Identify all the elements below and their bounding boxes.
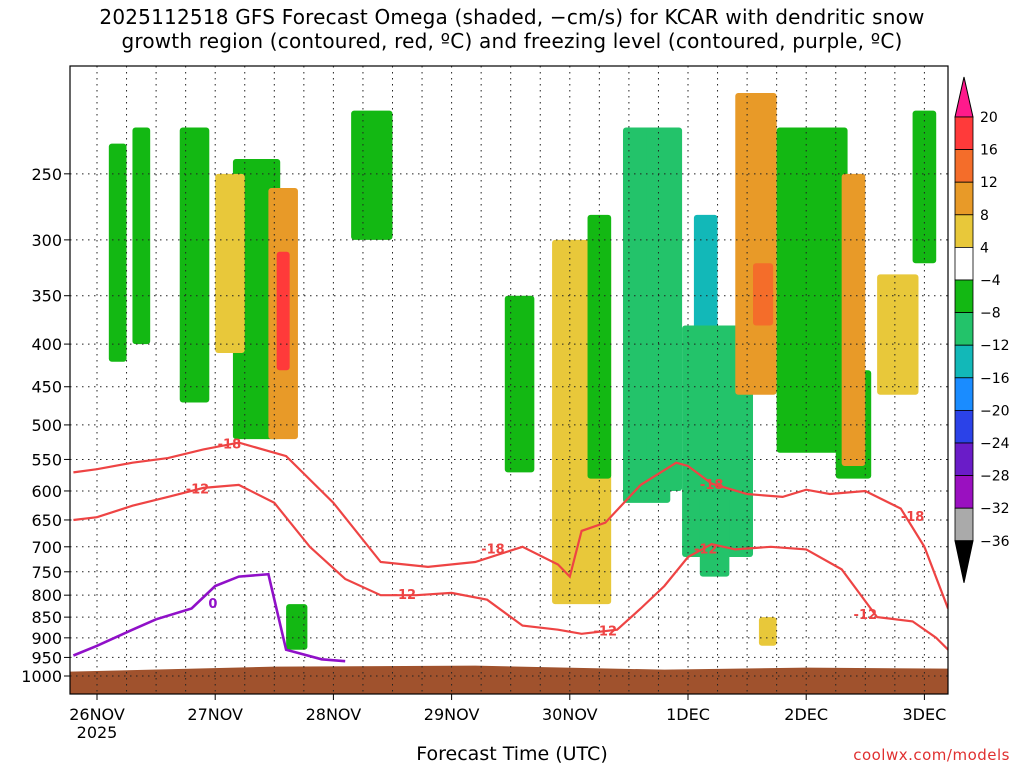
dgz-label-12c: -12	[594, 625, 618, 640]
omega-region-13	[646, 127, 683, 491]
omega-region-17	[753, 263, 774, 326]
omega-region-20	[841, 173, 866, 466]
colorbar-label-5: −4	[980, 273, 1001, 289]
omega-region-7	[286, 604, 308, 650]
x-tick-label-6: 2DEC	[784, 705, 828, 724]
dgz-label-18b: -18	[481, 542, 505, 557]
colorbar-bottom-arrow	[954, 540, 974, 583]
colorbar-swatch-12	[954, 507, 974, 542]
x-tick-label-1: 27NOV	[187, 705, 243, 724]
y-tick-label-10: 750	[31, 563, 62, 582]
omega-region-24	[758, 617, 777, 646]
x-tick-label-5: 1DEC	[666, 705, 710, 724]
y-tick-label-3: 400	[31, 335, 62, 354]
colorbar-label-11: −28	[980, 469, 1010, 485]
chart-title-line-1: 2025112518 GFS Forecast Omega (shaded, −…	[99, 5, 925, 29]
y-tick-label-9: 700	[31, 538, 62, 557]
y-tick-label-6: 550	[31, 450, 62, 469]
x-tick-label-2: 28NOV	[306, 705, 362, 724]
x-tick-label-4: 30NOV	[542, 705, 598, 724]
y-tick-label-11: 800	[31, 586, 62, 605]
dgz-contour-minus12	[73, 483, 948, 652]
colorbar-swatch-8	[954, 377, 974, 411]
plot-frame	[69, 65, 949, 695]
x-year-label: 2025	[77, 723, 118, 742]
x-tick-label-3: 29NOV	[424, 705, 480, 724]
y-tick-label-2: 350	[31, 287, 62, 306]
dgz-label-12d: -12	[694, 542, 718, 557]
y-tick-label-13: 900	[31, 629, 62, 648]
freezing-contour-0	[72, 572, 346, 663]
y-axis-ticks: 250 300 350 400 450 500 550 600 650 700 750 800 850 9…	[21, 165, 70, 686]
colorbar-label-1: 16	[980, 143, 998, 159]
y-tick-label-1: 300	[31, 231, 62, 250]
colorbar-label-2: 12	[980, 175, 998, 191]
omega-region-23	[699, 496, 730, 577]
colorbar-swatch-7	[954, 344, 974, 379]
dgz-label-12b: -12	[393, 588, 417, 603]
y-tick-label-15: 1000	[21, 667, 62, 686]
omega-region-2	[179, 127, 210, 403]
y-tick-label-14: 950	[31, 648, 62, 667]
colorbar-label-10: −24	[980, 436, 1010, 452]
omega-region-21	[877, 274, 919, 395]
colorbar-swatch-1	[954, 149, 974, 183]
y-tick-label-12: 850	[31, 608, 62, 627]
freezing-label-0: 0	[208, 597, 217, 612]
colorbar-swatch-9	[954, 409, 974, 444]
omega-region-9	[504, 295, 535, 473]
colorbar-swatch-6	[954, 312, 974, 346]
y-tick-label-5: 500	[31, 416, 62, 435]
colorbar-label-9: −20	[980, 403, 1010, 419]
x-axis-label: Forecast Time (UTC)	[416, 743, 608, 765]
dgz-label-18c: -18	[700, 478, 724, 493]
omega-region-1	[132, 127, 151, 345]
colorbar-label-8: −16	[980, 371, 1010, 387]
colorbar-label-12: −32	[980, 501, 1010, 517]
colorbar: 20 16 12 8 4 −4 −8 −12 −16 −20 −24 −28 −32 −36	[954, 76, 1010, 583]
chart-title-line-2: growth region (contoured, red, ºC) and f…	[121, 29, 903, 53]
omega-region-6	[276, 251, 290, 371]
colorbar-swatch-0	[954, 116, 974, 150]
dgz-contour-minus18	[73, 441, 948, 609]
colorbar-swatch-5	[954, 279, 974, 313]
dgz-label-18a: -18	[218, 438, 242, 453]
colorbar-swatch-2	[954, 181, 974, 216]
colorbar-label-4: 4	[980, 240, 989, 256]
y-tick-label-0: 250	[31, 165, 62, 184]
colorbar-swatch-10	[954, 442, 974, 476]
terrain-layer	[70, 665, 948, 694]
x-axis-ticks: 26NOV 27NOV 28NOV 29NOV 30NOV 1DEC 2DEC 3DEC 202…	[69, 694, 946, 742]
contour-labels: -18 -18 -18 -18 -12 -12 -12 -12 -12 0	[186, 438, 925, 640]
omega-shading-layer	[108, 93, 937, 650]
dgz-label-12e: -12	[854, 608, 878, 623]
x-tick-label-7: 3DEC	[903, 705, 947, 724]
colorbar-swatch-4	[954, 246, 974, 281]
omega-region-8	[351, 110, 393, 240]
dgz-label-12a: -12	[186, 483, 210, 498]
x-tick-label-0: 26NOV	[69, 705, 125, 724]
omega-region-18	[776, 127, 848, 453]
colorbar-label-3: 8	[980, 208, 989, 224]
colorbar-label-7: −12	[980, 338, 1010, 354]
colorbar-swatch-11	[954, 475, 974, 509]
omega-region-4	[215, 173, 245, 354]
colorbar-swatch-3	[954, 214, 974, 248]
colorbar-label-6: −8	[980, 306, 1001, 322]
dgz-label-18d: -18	[901, 510, 925, 525]
colorbar-label-0: 20	[980, 110, 998, 126]
contour-layer	[72, 441, 948, 663]
y-tick-label-7: 600	[31, 482, 62, 501]
terrain-surface	[70, 665, 948, 694]
colorbar-label-13: −36	[980, 534, 1010, 550]
omega-region-16	[735, 93, 777, 395]
colorbar-top-arrow	[954, 76, 974, 118]
omega-region-11	[587, 214, 612, 479]
credit-link[interactable]: coolwx.com/models	[853, 746, 1010, 764]
omega-region-0	[108, 143, 127, 362]
grid-layer	[70, 66, 948, 694]
y-tick-label-8: 650	[31, 511, 62, 530]
y-tick-label-4: 450	[31, 378, 62, 397]
